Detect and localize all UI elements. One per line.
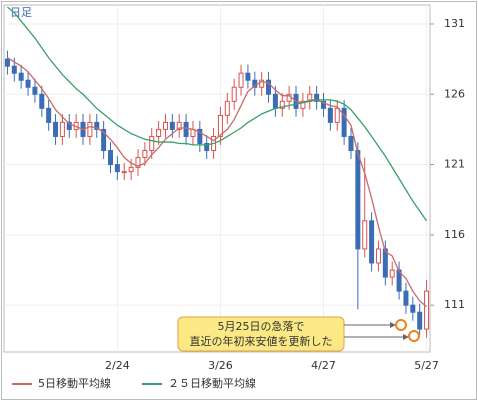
candle-body (348, 135, 354, 152)
candle-body (87, 121, 93, 137)
arrow-head (390, 322, 396, 328)
candle-body (327, 107, 333, 123)
candle-body (321, 100, 326, 109)
candle-body (369, 220, 375, 264)
candle-body (149, 135, 155, 152)
candle-body (11, 65, 17, 74)
candle-body (272, 93, 278, 109)
highlight-circle (408, 330, 420, 342)
candle-body (410, 304, 416, 313)
candle-body (417, 311, 423, 330)
candle-body (389, 269, 395, 278)
candle-body (114, 164, 120, 173)
annotation-text: 5月25日の急落で (218, 319, 305, 333)
y-tick-label: 116 (444, 228, 465, 241)
x-tick-label: 4/27 (311, 359, 336, 372)
candle-body (424, 290, 430, 330)
candle-body (128, 166, 134, 173)
legend-label: 5日移動平均線 (38, 376, 111, 390)
candle-body (403, 290, 409, 306)
candle-body (279, 100, 285, 109)
highlight-circle (395, 319, 407, 331)
candle-body (334, 107, 340, 123)
candle-body (156, 128, 162, 137)
x-tick-label: 5/27 (414, 359, 439, 372)
candle-body (66, 121, 72, 130)
candle-body (142, 150, 148, 159)
x-tick-label: 3/26 (208, 359, 233, 372)
candle-body (135, 157, 141, 168)
candle-body (18, 72, 24, 81)
candle-body (300, 100, 306, 109)
candle-body (32, 86, 38, 95)
candle-body (121, 171, 127, 174)
candle-body (217, 114, 223, 137)
candle-body (169, 121, 175, 130)
candle-body (94, 121, 100, 130)
candle-body (382, 248, 388, 278)
y-tick-label: 121 (444, 158, 465, 171)
candle-body (362, 220, 368, 250)
candle-body (183, 121, 189, 137)
candle-body (197, 128, 203, 144)
candle-body (46, 107, 52, 123)
candle-body (266, 79, 272, 95)
candle-body (252, 79, 258, 88)
candle-body (4, 58, 10, 67)
candle-body (162, 121, 168, 130)
y-tick-label: 111 (444, 298, 465, 311)
annotation-text: 直近の年初来安値を更新した (190, 334, 333, 348)
arrow-head (403, 334, 409, 340)
candle-body (25, 79, 31, 88)
candle-body (314, 93, 320, 102)
chart-label: 日足 (10, 6, 32, 19)
candle-body (245, 72, 251, 81)
callout (177, 316, 345, 352)
y-tick-label: 131 (444, 17, 465, 30)
candle-body (108, 150, 113, 166)
candle-body (101, 128, 107, 152)
candle-body (341, 107, 347, 137)
candle-body (231, 86, 237, 102)
y-tick-label: 126 (444, 87, 465, 100)
legend-label: ２５日移動平均線 (168, 376, 256, 390)
x-tick-label: 2/24 (105, 359, 130, 372)
candle-body (204, 142, 210, 152)
candle-body (176, 121, 182, 130)
moving-average-line (7, 6, 428, 222)
moving-average-line (7, 57, 427, 308)
candle-body (224, 100, 230, 116)
candle-body (259, 79, 265, 88)
candle-body (355, 150, 361, 250)
candle-body (375, 248, 381, 264)
candle-body (59, 121, 65, 137)
annotation: 5月25日の急落で 直近の年初来安値を更新した (177, 316, 420, 352)
candle-body (39, 93, 45, 109)
candle-body (53, 121, 59, 137)
candle-body (238, 72, 244, 88)
